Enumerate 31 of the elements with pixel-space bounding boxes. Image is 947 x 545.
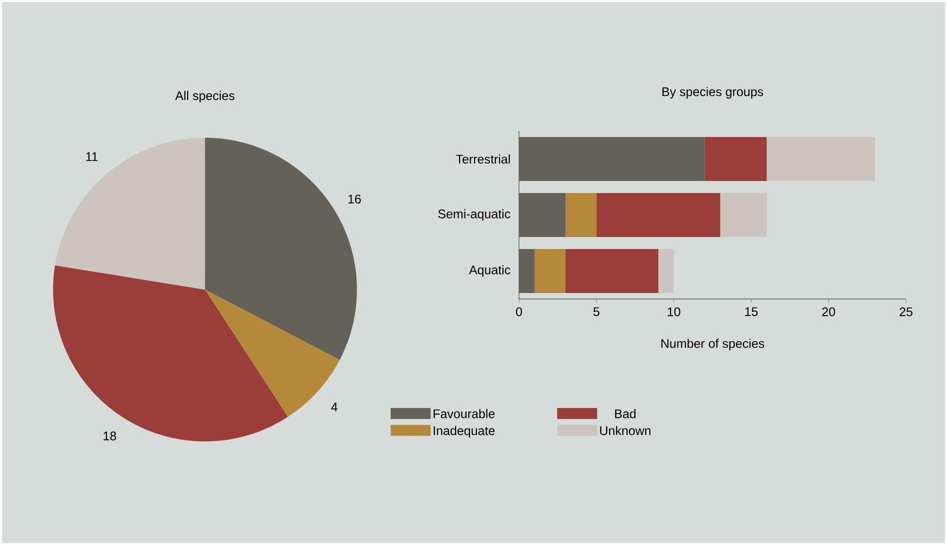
bar: [565, 192, 596, 237]
y-tick-label: Terrestrial: [456, 154, 510, 164]
x-tick-label: 10: [668, 307, 680, 316]
x-tick-label: 15: [745, 307, 758, 316]
chart-title: All species: [175, 90, 234, 103]
bar: [519, 192, 566, 237]
legend-label: Unknown: [600, 426, 650, 436]
bar: [565, 248, 658, 293]
x-tick-label: 5: [593, 307, 600, 316]
x-tick-label: 0: [516, 307, 522, 316]
bar: [720, 192, 767, 237]
legend-label: Favourable: [434, 409, 495, 418]
bar: [658, 248, 674, 293]
chart-title: By species groups: [662, 86, 764, 99]
bar: [596, 192, 720, 237]
bar: [519, 248, 534, 293]
bar: [704, 136, 767, 181]
data-label: 11: [86, 152, 98, 161]
x-tick-label: 25: [900, 307, 912, 316]
data-label: 4: [331, 402, 338, 412]
data-label: 16: [348, 194, 361, 204]
x-tick-label: 20: [822, 307, 836, 316]
data-label: 18: [104, 432, 116, 440]
legend-label: Inadequate: [434, 426, 495, 438]
bar: [534, 248, 566, 293]
y-tick-label: Semi-aquatic: [438, 209, 510, 221]
legend-label: Bad: [615, 409, 636, 418]
x-axis-title: Number of species: [661, 338, 764, 350]
bar: [766, 136, 876, 181]
y-tick-label: Aquatic: [468, 265, 510, 277]
bar: [519, 136, 705, 181]
